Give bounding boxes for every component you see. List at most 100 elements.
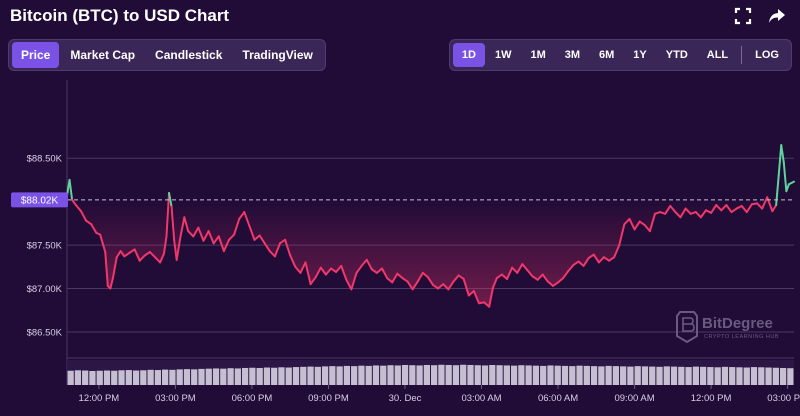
- price-segment: [179, 216, 186, 238]
- price-segment: [613, 244, 621, 259]
- x-tick-label: 03:00 PM: [155, 393, 196, 404]
- volume-bar: [191, 369, 198, 385]
- volume-bar: [656, 366, 663, 385]
- price-segment: [365, 258, 373, 271]
- volume-bar: [351, 366, 358, 385]
- range-all[interactable]: ALL: [706, 49, 729, 61]
- price-segment: [391, 272, 399, 284]
- price-segment: [109, 277, 114, 290]
- volume-bar: [380, 365, 387, 385]
- price-segment: [679, 207, 687, 219]
- volume-bar: [321, 366, 329, 385]
- volume-bar: [474, 365, 481, 385]
- volume-bar: [489, 364, 496, 385]
- volume-bar: [394, 365, 401, 385]
- price-segment: [187, 230, 195, 238]
- volume-bar: [329, 366, 336, 385]
- price-segment: [299, 261, 307, 274]
- range-6m[interactable]: 6M: [599, 49, 615, 61]
- x-tick-label: 30. Dec: [389, 393, 422, 404]
- range-1d[interactable]: 1D: [452, 43, 485, 67]
- price-segment: [623, 218, 631, 226]
- price-segment: [401, 277, 409, 283]
- price-segment: [730, 207, 738, 214]
- volume-bar: [103, 370, 111, 385]
- price-segment: [68, 178, 74, 201]
- volume-bar: [278, 367, 285, 385]
- volume-bar: [452, 365, 460, 385]
- tab-tradingview[interactable]: TradingView: [242, 48, 313, 62]
- tab-candlestick[interactable]: Candlestick: [155, 48, 223, 62]
- price-segment: [319, 266, 327, 276]
- volume-bar: [496, 365, 503, 385]
- price-segment: [90, 223, 98, 234]
- chart-type-tabs: Price Market Cap Candlestick TradingView: [8, 39, 326, 71]
- fullscreen-icon[interactable]: [734, 7, 752, 25]
- range-1y[interactable]: 1Y: [633, 49, 647, 61]
- price-segment: [511, 266, 519, 274]
- range-divider: [741, 46, 743, 64]
- x-tick-label: 12:00 PM: [691, 393, 732, 404]
- volume-bar: [365, 365, 372, 385]
- price-segment: [330, 267, 338, 273]
- x-tick-label: 03:00 AM: [461, 393, 501, 404]
- share-icon[interactable]: [768, 7, 786, 25]
- volume-bar: [547, 365, 554, 385]
- price-series: [66, 144, 795, 308]
- price-segment: [447, 280, 455, 291]
- price-segment: [541, 273, 549, 283]
- price-segment: [309, 276, 317, 286]
- price-segment: [782, 161, 788, 193]
- volume-bar: [460, 364, 467, 385]
- price-segment: [304, 261, 312, 286]
- price-segment: [101, 242, 107, 254]
- x-tick-label: 06:00 AM: [538, 393, 578, 404]
- price-segment: [664, 204, 672, 215]
- volume-bar: [554, 365, 561, 385]
- price-segment: [432, 284, 440, 290]
- volume-bar: [634, 366, 641, 385]
- volume-bar: [111, 370, 118, 385]
- log-scale-toggle[interactable]: LOG: [755, 49, 779, 61]
- price-segment: [491, 277, 498, 289]
- price-segment: [771, 204, 778, 213]
- price-segment: [775, 174, 780, 207]
- volume-bar: [89, 370, 96, 385]
- volume-bar: [387, 365, 394, 385]
- price-segment: [289, 254, 297, 268]
- price-segment: [674, 211, 682, 219]
- price-segment: [99, 233, 104, 245]
- tab-price[interactable]: Price: [12, 42, 60, 68]
- price-segment: [168, 191, 173, 208]
- y-tick-label: $86.50K: [27, 327, 63, 338]
- price-segment: [138, 254, 146, 262]
- price-segment: [148, 251, 157, 259]
- x-tick-label: 03:00 PM: [767, 393, 800, 404]
- volume-bar: [445, 364, 452, 385]
- price-segment: [787, 180, 795, 186]
- y-tick-label: $87.00K: [27, 284, 63, 295]
- range-1w[interactable]: 1W: [494, 49, 512, 61]
- volume-bar: [96, 370, 103, 385]
- price-segment: [263, 242, 271, 253]
- volume-bar: [431, 365, 438, 385]
- volume-bar: [285, 367, 292, 385]
- volume-bar: [598, 366, 605, 385]
- range-3m[interactable]: 3M: [564, 49, 581, 61]
- price-segment: [154, 256, 162, 264]
- volume-bar: [583, 365, 590, 385]
- volume-bar: [758, 367, 765, 385]
- volume-bar: [256, 367, 263, 385]
- volume-bar: [729, 367, 736, 385]
- volume-bar: [249, 367, 256, 385]
- price-segment: [411, 280, 419, 291]
- y-axis-ticks: $88.50K $87.50K $87.00K $86.50K: [27, 154, 63, 339]
- range-1m[interactable]: 1M: [530, 49, 546, 61]
- price-segment: [633, 220, 641, 231]
- tab-market-cap[interactable]: Market Cap: [70, 48, 136, 62]
- price-segment: [761, 196, 769, 210]
- price-segment: [521, 263, 529, 272]
- volume-bar: [118, 370, 125, 385]
- range-ytd[interactable]: YTD: [665, 49, 688, 61]
